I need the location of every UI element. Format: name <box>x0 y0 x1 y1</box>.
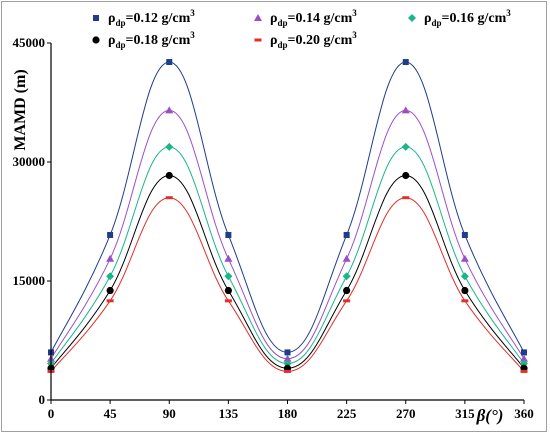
x-axis-label: β(°) <box>476 406 504 425</box>
data-point <box>343 231 350 238</box>
data-point <box>402 196 410 200</box>
legend-item: ρdp=0.20 g/cm3 <box>254 30 357 50</box>
y-tick-label: 15000 <box>13 273 46 288</box>
data-point <box>284 369 291 373</box>
x-tick-label: 90 <box>163 406 176 421</box>
data-point <box>408 14 416 22</box>
data-point <box>224 286 232 295</box>
series-line <box>50 174 525 369</box>
axes: 0 15000 30000 45000 0 45 90 135 180 225 270 315 360 <box>13 35 534 421</box>
data-point <box>342 272 351 281</box>
x-tick-label: 45 <box>104 406 118 421</box>
data-point <box>107 231 114 238</box>
series-line <box>50 197 525 372</box>
legend-label: ρdp=0.20 g/cm3 <box>270 30 357 50</box>
data-point <box>165 106 174 114</box>
data-point <box>342 254 351 262</box>
x-tick-label: 0 <box>48 406 55 421</box>
y-tick-label: 0 <box>39 392 46 407</box>
data-point <box>461 299 469 303</box>
x-tick-label: 225 <box>337 406 357 421</box>
data-point <box>283 354 292 362</box>
data-point <box>461 286 469 295</box>
data-point <box>521 349 527 356</box>
legend-label: ρdp=0.16 g/cm3 <box>424 8 511 28</box>
data-point <box>224 272 233 281</box>
data-point <box>402 171 410 180</box>
series-line <box>50 61 525 353</box>
series-markers <box>47 59 528 373</box>
data-point <box>284 349 291 356</box>
data-point <box>343 299 351 303</box>
data-point <box>224 299 232 303</box>
data-point <box>166 59 173 66</box>
data-point <box>106 299 114 303</box>
legend-label: ρdp=0.12 g/cm3 <box>108 8 195 28</box>
x-tick-label: 135 <box>219 406 239 421</box>
series-line <box>50 109 525 360</box>
legend-item: ρdp=0.18 g/cm3 <box>92 30 195 50</box>
data-point <box>225 231 232 238</box>
y-tick-label: 45000 <box>13 35 46 50</box>
data-point <box>254 38 262 42</box>
series-line <box>50 146 525 365</box>
legend: ρdp=0.12 g/cm3 ρdp=0.14 g/cm3 ρdp=0.16 g/c… <box>92 8 511 50</box>
data-point <box>520 354 528 362</box>
legend-label: ρdp=0.14 g/cm3 <box>270 8 357 28</box>
y-tick-label: 30000 <box>13 154 46 169</box>
x-tick-label: 180 <box>278 406 298 421</box>
x-tick-label: 315 <box>455 406 475 421</box>
data-point <box>401 142 410 151</box>
data-point <box>401 106 410 114</box>
legend-item: ρdp=0.12 g/cm3 <box>93 8 195 28</box>
legend-item: ρdp=0.16 g/cm3 <box>408 8 511 28</box>
data-point <box>106 272 115 281</box>
data-point <box>460 254 469 262</box>
data-point <box>461 231 468 238</box>
data-point <box>165 196 173 200</box>
data-point <box>106 254 115 262</box>
data-point <box>402 59 409 66</box>
legend-label: ρdp=0.18 g/cm3 <box>108 30 195 50</box>
data-point <box>224 254 233 262</box>
data-point <box>92 36 100 44</box>
series-curves <box>50 61 525 372</box>
data-point <box>165 171 173 180</box>
data-point <box>106 286 114 295</box>
data-point <box>520 369 528 373</box>
x-tick-label: 270 <box>396 406 416 421</box>
y-axis-label: MAMD (m) <box>12 69 29 150</box>
data-point <box>254 14 262 21</box>
data-point <box>165 142 174 151</box>
data-point <box>343 286 351 295</box>
data-point <box>460 272 469 281</box>
x-tick-label: 360 <box>514 406 534 421</box>
legend-item: ρdp=0.14 g/cm3 <box>254 8 357 28</box>
data-point <box>93 15 99 21</box>
